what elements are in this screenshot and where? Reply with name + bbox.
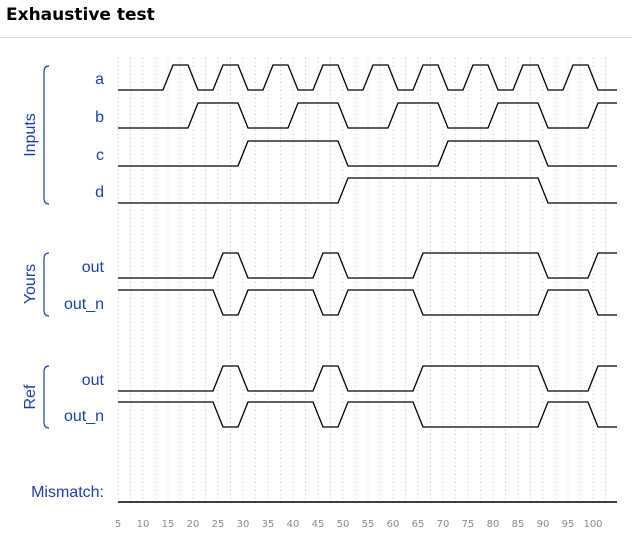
tick-label: 5 bbox=[115, 519, 121, 530]
tick-label: 30 bbox=[237, 519, 250, 530]
group-brace bbox=[43, 252, 50, 317]
signal-label: d bbox=[95, 184, 104, 201]
tick-label: 90 bbox=[537, 519, 550, 530]
signal-waveform bbox=[118, 102, 617, 129]
tick-label: 65 bbox=[412, 519, 425, 530]
signal-label: a bbox=[95, 71, 104, 88]
tick-label: 55 bbox=[362, 519, 375, 530]
signal-waveform bbox=[118, 177, 617, 204]
group-label: Ref bbox=[22, 384, 39, 409]
signal-label: out bbox=[82, 259, 105, 276]
tick-label: 40 bbox=[287, 519, 300, 530]
tick-label: 20 bbox=[187, 519, 200, 530]
group-brace bbox=[43, 65, 50, 205]
signal-waveform bbox=[118, 289, 617, 316]
signal-label: out_n bbox=[64, 296, 104, 313]
signal-label: out_n bbox=[64, 408, 104, 425]
tick-label: 15 bbox=[162, 519, 175, 530]
tick-label: 75 bbox=[462, 519, 475, 530]
group-label: Inputs bbox=[22, 113, 39, 157]
signal-label: out bbox=[82, 372, 105, 389]
group-label: Yours bbox=[22, 264, 39, 304]
tick-label: 25 bbox=[212, 519, 225, 530]
tick-label: 45 bbox=[312, 519, 325, 530]
signal-waveform bbox=[118, 140, 617, 167]
signal-waveform bbox=[118, 64, 617, 91]
tick-label: 35 bbox=[262, 519, 275, 530]
signal-label: c bbox=[96, 147, 104, 164]
header-bar: Exhaustive test bbox=[0, 0, 632, 38]
tick-label: 85 bbox=[512, 519, 525, 530]
tick-label: 70 bbox=[437, 519, 450, 530]
page-title: Exhaustive test bbox=[6, 5, 155, 25]
tick-label: 60 bbox=[387, 519, 400, 530]
signal-label: Mismatch: bbox=[31, 484, 104, 501]
tick-label: 100 bbox=[583, 519, 602, 530]
signal-waveform bbox=[118, 252, 617, 279]
signal-label: b bbox=[95, 109, 104, 126]
tick-label: 10 bbox=[137, 519, 150, 530]
signal-waveform bbox=[118, 401, 617, 428]
tick-label: 50 bbox=[337, 519, 350, 530]
group-brace bbox=[43, 365, 50, 429]
tick-label: 95 bbox=[562, 519, 575, 530]
grid-lines bbox=[117, 58, 606, 506]
tick-label: 80 bbox=[487, 519, 500, 530]
signal-waveform bbox=[118, 365, 617, 392]
